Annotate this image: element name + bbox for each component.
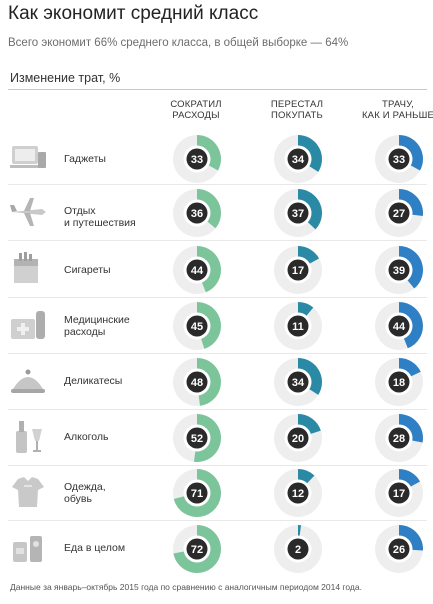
data-label: 34 [292, 377, 305, 389]
donut-center [186, 315, 208, 337]
donut-center [388, 148, 410, 170]
row-divider [8, 353, 427, 354]
data-label: 2 [295, 544, 301, 556]
section-title: Изменение трат, % [10, 71, 121, 85]
donut-center [287, 148, 309, 170]
row-label-food: Еда в целом [64, 542, 126, 554]
data-label: 37 [292, 208, 304, 220]
row-divider [8, 184, 427, 185]
donut-center [287, 538, 309, 560]
alcohol-icon [16, 421, 42, 453]
donut-center [287, 202, 309, 224]
column-header-reduced: СОКРАТИЛ РАСХОДЫ [170, 99, 222, 121]
data-label: 72 [191, 544, 203, 556]
data-label: 17 [292, 265, 304, 277]
data-label: 27 [393, 208, 405, 220]
data-label: 26 [393, 544, 405, 556]
row-label-gadgets: Гаджеты [64, 153, 106, 165]
row-divider [8, 520, 427, 521]
section-divider [8, 89, 427, 90]
row-divider [8, 409, 427, 410]
delicacy-icon [11, 369, 45, 393]
data-label: 39 [393, 265, 405, 277]
donut-center [388, 482, 410, 504]
food-icon [13, 536, 42, 562]
page-subtitle: Всего экономит 66% среднего класса, в об… [8, 37, 349, 49]
donut-center [186, 427, 208, 449]
data-label: 20 [292, 433, 304, 445]
data-label: 11 [292, 321, 304, 333]
medicine-icon [11, 311, 45, 339]
row-divider [8, 465, 427, 466]
donut-center [186, 148, 208, 170]
data-label: 45 [191, 321, 203, 333]
airplane-icon [10, 198, 46, 226]
row-label-cigarettes: Сигареты [64, 264, 111, 276]
data-label: 33 [191, 154, 203, 166]
gadgets-icon [10, 146, 46, 168]
row-divider [8, 297, 427, 298]
data-label: 17 [393, 488, 405, 500]
data-label: 34 [292, 154, 305, 166]
donut-center [186, 259, 208, 281]
page-title: Как экономит средний класс [8, 3, 259, 24]
donut-center [186, 538, 208, 560]
donut-center [186, 482, 208, 504]
donut-center [186, 371, 208, 393]
column-header-same: ТРАЧУ, КАК И РАНЬШЕ [361, 99, 433, 121]
donut-center [388, 371, 410, 393]
donut-center [287, 315, 309, 337]
column-header-stopped: ПЕРЕСТАЛ ПОКУПАТЬ [270, 99, 324, 121]
clothes-icon [12, 477, 44, 507]
donut-center [388, 538, 410, 560]
data-label: 18 [393, 377, 405, 389]
data-label: 28 [393, 433, 405, 445]
row-label-clothes: Одежда, обувь [64, 481, 106, 505]
donut-center [388, 259, 410, 281]
donut-center [287, 371, 309, 393]
data-label: 52 [191, 433, 203, 445]
row-divider [8, 240, 427, 241]
row-label-medicine: Медицинские расходы [64, 314, 130, 338]
data-label: 48 [191, 377, 203, 389]
data-label: 12 [292, 488, 304, 500]
donut-center [186, 202, 208, 224]
donut-center [287, 427, 309, 449]
data-label: 44 [191, 265, 204, 277]
donut-center [388, 315, 410, 337]
row-label-delicacies: Деликатесы [64, 375, 123, 387]
footnote: Данные за январь–октябрь 2015 года по ср… [10, 582, 362, 592]
donut-center [388, 202, 410, 224]
row-label-travel: Отдых и путешествия [64, 205, 136, 229]
data-label: 44 [393, 321, 406, 333]
donut-center [388, 427, 410, 449]
data-label: 71 [191, 488, 203, 500]
donut-center [287, 482, 309, 504]
data-label: 36 [191, 208, 203, 220]
cigarettes-icon [14, 252, 38, 283]
data-label: 33 [393, 154, 405, 166]
donut-center [287, 259, 309, 281]
row-label-alcohol: Алкоголь [64, 431, 109, 443]
